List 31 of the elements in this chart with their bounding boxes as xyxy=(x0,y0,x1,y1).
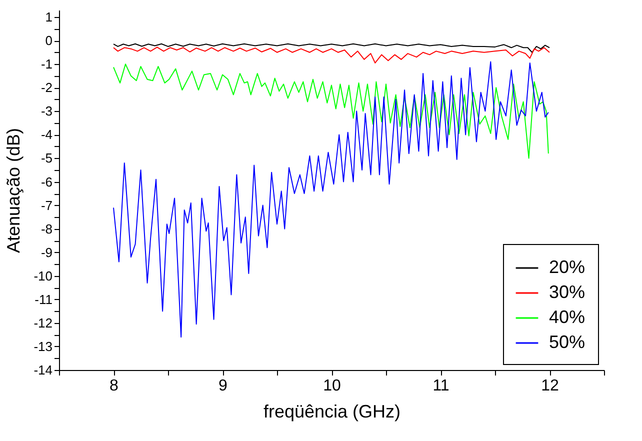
y-tick-label: -10 xyxy=(34,268,52,284)
line-series xyxy=(113,61,549,338)
y-tick-label: -14 xyxy=(34,362,52,378)
y-tick-label: -7 xyxy=(40,198,52,213)
legend-label: 40% xyxy=(549,307,586,327)
legend-label: 50% xyxy=(549,332,586,352)
line-series xyxy=(113,64,549,159)
y-tick-label: -13 xyxy=(34,338,52,354)
y-tick-label: -11 xyxy=(34,292,52,307)
y-tick-label: -2 xyxy=(40,80,52,96)
y-tick-label: -12 xyxy=(34,315,52,330)
legend-label: 20% xyxy=(549,257,586,277)
x-tick-label: 8 xyxy=(110,378,119,394)
legend-label: 30% xyxy=(549,282,586,302)
x-tick-label: 10 xyxy=(323,378,341,394)
y-axis-title: Atenuação (dB) xyxy=(4,128,24,254)
y-tick-label: -3 xyxy=(40,104,52,119)
y-tick-label: -1 xyxy=(40,56,52,72)
y-tick-label: -5 xyxy=(40,150,52,166)
line-series xyxy=(113,43,550,53)
x-tick-label: 9 xyxy=(218,378,228,394)
x-tick-label: 11 xyxy=(432,378,450,394)
x-tick-label: 12 xyxy=(541,378,559,394)
y-tick-label: 0 xyxy=(45,33,52,48)
x-axis-title: freqüência (GHz) xyxy=(263,402,401,422)
y-tick-label: -8 xyxy=(40,221,52,236)
y-tick-label: 1 xyxy=(45,10,52,25)
y-tick-label: -6 xyxy=(40,174,52,190)
y-tick-label: -4 xyxy=(40,127,52,142)
y-tick-label: -9 xyxy=(40,244,52,260)
line-series xyxy=(113,46,550,64)
